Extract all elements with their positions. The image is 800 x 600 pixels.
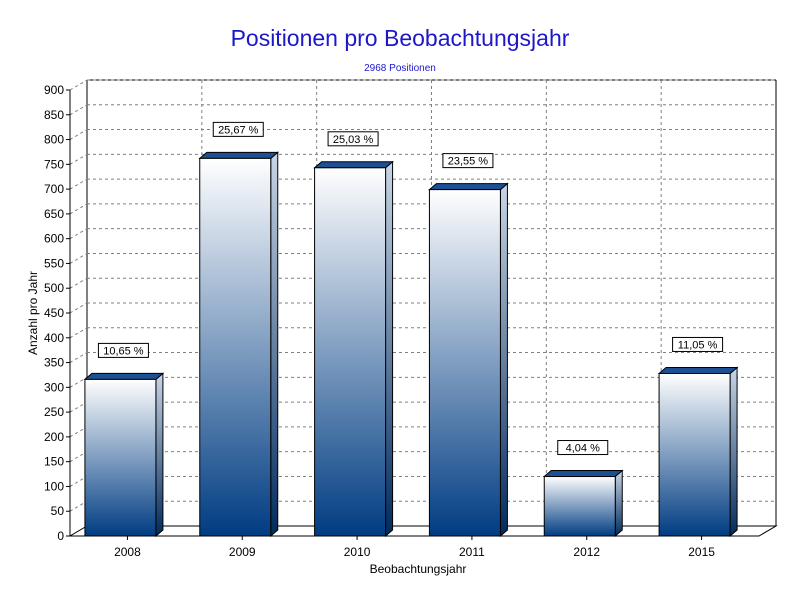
bar-top bbox=[428, 183, 509, 191]
y-tick-label: 600 bbox=[44, 232, 64, 246]
gridline-side bbox=[69, 228, 88, 240]
chart-subtitle: 2968 Positionen bbox=[364, 63, 436, 74]
bar bbox=[84, 378, 157, 537]
gridline-side bbox=[69, 253, 88, 264]
data-label-box bbox=[672, 336, 724, 352]
x-axis-ticks: 2008 2009 2010 2011 2012 2015 bbox=[114, 536, 715, 559]
y-tick-label: 500 bbox=[44, 281, 64, 295]
gridline-side bbox=[69, 327, 88, 339]
y-tick-label: 900 bbox=[44, 83, 64, 97]
bar-top bbox=[542, 470, 624, 478]
y-tick-label: 800 bbox=[44, 133, 64, 147]
gridline-side bbox=[69, 104, 88, 116]
bars: 10,65 % 25,67 % 25,03 % 23,55 % 4,04 % 11,05 … bbox=[83, 121, 739, 538]
gridline-side bbox=[69, 153, 88, 165]
y-tick-label: 300 bbox=[44, 380, 64, 394]
x-tick-label: 2015 bbox=[688, 545, 715, 559]
data-label-box bbox=[442, 153, 494, 169]
bar bbox=[428, 189, 501, 537]
data-label-box bbox=[327, 131, 379, 147]
y-axis-label: Anzahl pro Jahr bbox=[26, 271, 40, 355]
y-tick-label: 400 bbox=[44, 331, 64, 345]
bar bbox=[199, 157, 272, 537]
bar-side bbox=[270, 151, 279, 538]
data-label: 25,03 % bbox=[333, 134, 374, 146]
x-tick-label: 2008 bbox=[114, 545, 141, 559]
y-tick-label: 700 bbox=[44, 182, 64, 196]
data-label: 10,65 % bbox=[103, 345, 144, 357]
data-label-box bbox=[97, 342, 149, 358]
gridline-side bbox=[69, 277, 88, 289]
gridline-side bbox=[69, 352, 88, 363]
y-tick-label: 250 bbox=[44, 405, 64, 419]
bar-side bbox=[499, 182, 508, 538]
y-tick-label: 350 bbox=[44, 356, 64, 370]
x-tick-label: 2010 bbox=[344, 545, 371, 559]
bar bbox=[543, 476, 616, 537]
bar bbox=[314, 167, 387, 537]
bar-top bbox=[198, 151, 280, 159]
x-tick-label: 2011 bbox=[459, 545, 485, 559]
gridline-side bbox=[69, 203, 88, 215]
y-tick-label: 850 bbox=[44, 108, 64, 122]
data-label: 23,55 % bbox=[448, 156, 489, 168]
y-axis-ticks: 0 50 100 150 200 250 300 350 400 450 500 550 600 650 7… bbox=[44, 83, 70, 543]
y-tick-label: 550 bbox=[44, 256, 64, 270]
bar-top bbox=[83, 372, 165, 380]
x-tick-label: 2012 bbox=[573, 545, 600, 559]
gridline-side bbox=[69, 178, 88, 190]
bar-top bbox=[313, 161, 394, 169]
data-label: 11,05 % bbox=[678, 339, 718, 351]
y-tick-label: 50 bbox=[51, 504, 65, 518]
y-tick-label: 100 bbox=[44, 479, 64, 493]
gridline-side bbox=[69, 129, 88, 140]
bar-side bbox=[614, 469, 623, 538]
y-tick-label: 650 bbox=[44, 207, 64, 221]
data-label: 4,04 % bbox=[566, 443, 600, 455]
y-tick-label: 150 bbox=[44, 455, 64, 469]
bar bbox=[658, 372, 731, 537]
chart-title: Positionen pro Beobachtungsjahr bbox=[231, 25, 570, 51]
bar-side bbox=[155, 372, 164, 538]
x-tick-label: 2009 bbox=[229, 545, 256, 559]
x-axis-label: Beobachtungsjahr bbox=[370, 562, 467, 576]
bar-side bbox=[385, 160, 394, 538]
y-tick-label: 750 bbox=[44, 157, 64, 171]
y-tick-label: 200 bbox=[44, 430, 64, 444]
gridline-side bbox=[69, 302, 88, 314]
bar-side bbox=[729, 366, 738, 538]
data-label-box bbox=[557, 440, 609, 456]
data-label: 25,67 % bbox=[218, 124, 259, 136]
y-tick-label: 450 bbox=[44, 306, 64, 320]
y-tick-label: 0 bbox=[57, 529, 64, 543]
data-label-box bbox=[212, 121, 264, 137]
gridline-side bbox=[69, 79, 88, 91]
bar-top bbox=[657, 366, 739, 374]
